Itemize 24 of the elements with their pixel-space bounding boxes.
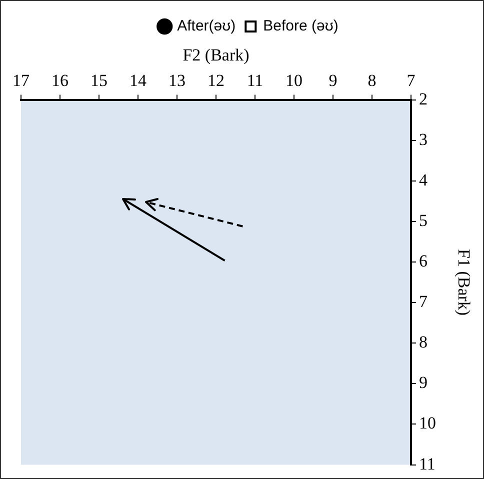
x-tick-label: 8 bbox=[368, 71, 376, 90]
x-tick-label: 14 bbox=[130, 71, 147, 90]
y-tick-label: 8 bbox=[419, 332, 428, 352]
y-tick-label: 5 bbox=[419, 210, 428, 230]
x-tick-label: 17 bbox=[12, 71, 30, 90]
x-tick-label: 10 bbox=[286, 71, 302, 90]
legend-label: After(əʊ) bbox=[177, 18, 236, 35]
y-tick-label: 9 bbox=[419, 373, 428, 392]
x-tick-label: 16 bbox=[52, 71, 68, 90]
x-axis-title: F2 (Bark) bbox=[182, 46, 250, 65]
y-tick-label: 4 bbox=[419, 170, 428, 190]
x-tick-label: 15 bbox=[90, 71, 108, 90]
legend-label: Before (əʊ) bbox=[263, 18, 338, 35]
y-tick-label: 10 bbox=[419, 414, 436, 433]
y-tick-label: 3 bbox=[419, 130, 428, 149]
x-tick-label: 11 bbox=[246, 71, 264, 90]
y-axis-title: F1 (Bark) bbox=[454, 249, 474, 316]
y-tick-label: 7 bbox=[419, 292, 428, 312]
y-tick-label: 11 bbox=[419, 454, 436, 474]
y-tick-label: 6 bbox=[419, 251, 428, 270]
x-tick-label: 13 bbox=[168, 71, 186, 90]
x-tick-label: 12 bbox=[208, 71, 224, 90]
x-tick-label: 9 bbox=[328, 71, 338, 90]
y-tick-label: 2 bbox=[419, 89, 428, 108]
